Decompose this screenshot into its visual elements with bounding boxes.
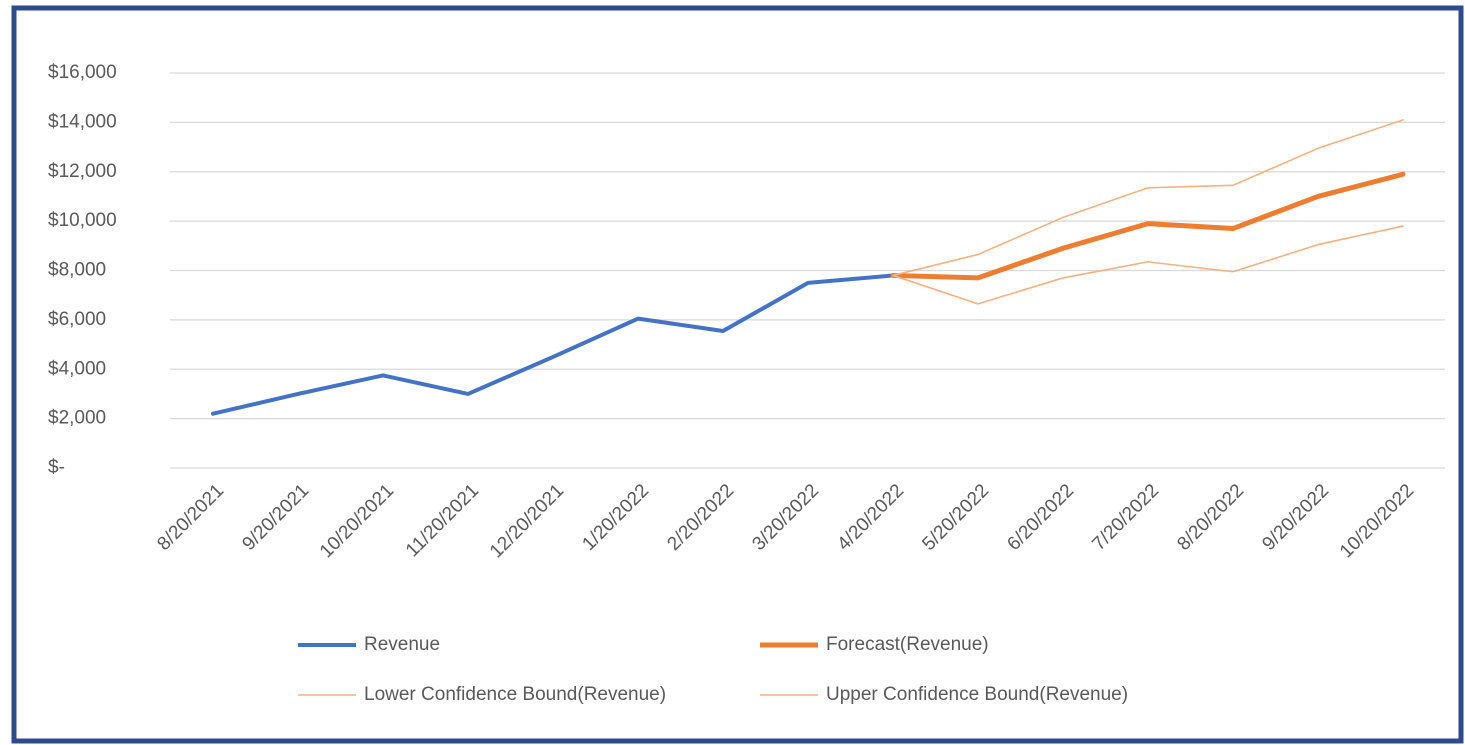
y-tick-label: $- xyxy=(48,457,65,478)
series-line xyxy=(890,171,1406,281)
y-tick-label: $2,000 xyxy=(48,408,106,429)
y-tick-label: $14,000 xyxy=(48,111,117,132)
legend-label: Upper Confidence Bound(Revenue) xyxy=(826,684,1128,705)
y-tick-label: $10,000 xyxy=(48,210,117,231)
legend-label: Forecast(Revenue) xyxy=(826,634,989,655)
legend-label: Lower Confidence Bound(Revenue) xyxy=(364,684,666,705)
series-line xyxy=(892,119,1404,277)
y-tick-label: $4,000 xyxy=(48,358,106,379)
legend-label: Revenue xyxy=(364,634,440,655)
y-tick-label: $16,000 xyxy=(48,62,117,83)
y-tick-label: $6,000 xyxy=(48,309,106,330)
series-line xyxy=(892,225,1404,305)
y-tick-label: $8,000 xyxy=(48,260,106,281)
chart-frame xyxy=(11,5,1464,744)
y-tick-label: $12,000 xyxy=(48,161,117,182)
series-line xyxy=(211,273,895,416)
